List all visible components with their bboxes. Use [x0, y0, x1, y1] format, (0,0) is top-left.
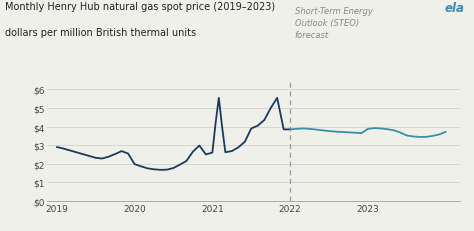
Text: ela: ela — [445, 2, 465, 15]
Text: Monthly Henry Hub natural gas spot price (2019–2023): Monthly Henry Hub natural gas spot price… — [5, 2, 275, 12]
Text: Short-Term Energy
Outlook (STEO)
forecast: Short-Term Energy Outlook (STEO) forecas… — [295, 7, 373, 40]
Text: dollars per million British thermal units: dollars per million British thermal unit… — [5, 28, 196, 38]
